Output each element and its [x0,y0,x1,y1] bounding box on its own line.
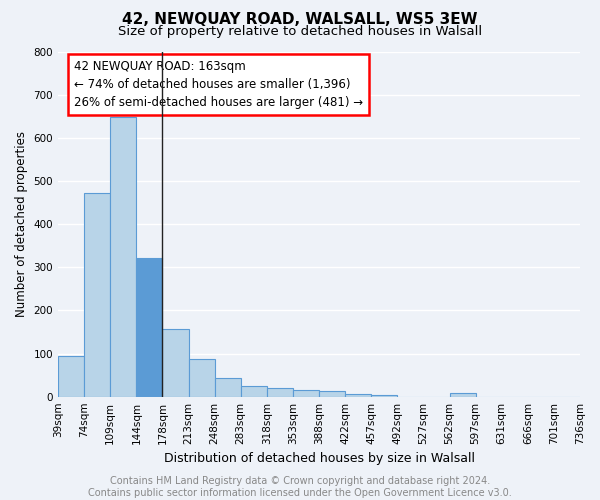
Text: Contains HM Land Registry data © Crown copyright and database right 2024.
Contai: Contains HM Land Registry data © Crown c… [88,476,512,498]
Y-axis label: Number of detached properties: Number of detached properties [15,131,28,317]
Bar [215,378,241,396]
Bar [371,394,397,396]
Bar [345,394,371,396]
Bar [84,193,110,396]
Text: Size of property relative to detached houses in Walsall: Size of property relative to detached ho… [118,25,482,38]
Bar [241,386,267,396]
Bar [319,391,345,396]
Bar [267,388,293,396]
Text: 42, NEWQUAY ROAD, WALSALL, WS5 3EW: 42, NEWQUAY ROAD, WALSALL, WS5 3EW [122,12,478,28]
X-axis label: Distribution of detached houses by size in Walsall: Distribution of detached houses by size … [164,452,475,465]
Bar [110,117,136,396]
Bar [136,258,163,396]
Text: 42 NEWQUAY ROAD: 163sqm
← 74% of detached houses are smaller (1,396)
26% of semi: 42 NEWQUAY ROAD: 163sqm ← 74% of detache… [74,60,363,109]
Bar [188,359,215,397]
Bar [163,329,188,396]
Bar [293,390,319,396]
Bar [449,393,476,396]
Bar [58,356,84,397]
